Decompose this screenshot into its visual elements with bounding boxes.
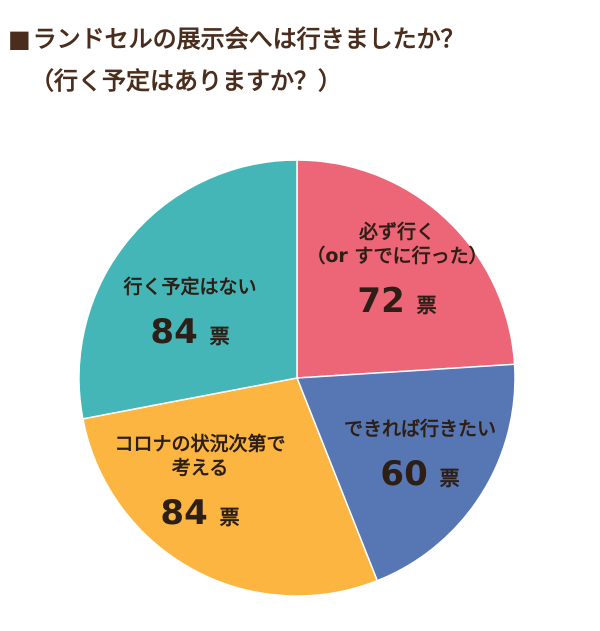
slice-value-0: 72 票 [357, 281, 436, 321]
title-marker: ■ [8, 25, 31, 53]
title-line-2: （行く予定はありますか？） [30, 67, 342, 95]
slice-label-2-line-1: 考える [172, 457, 228, 479]
pie-slices [78, 159, 516, 597]
slice-label-3-line-0: 行く予定はない [122, 275, 256, 298]
slice-label-0-line-0: 必ず行く [358, 220, 435, 243]
slice-value-3: 84 票 [150, 312, 229, 352]
title-line-1: ランドセルの展示会へは行きましたか？ [32, 25, 465, 53]
slice-value-1: 60 票 [380, 454, 459, 494]
pie-slice-1 [295, 363, 516, 582]
pie-slice-2 [81, 377, 379, 597]
pie-slice-0 [296, 159, 516, 379]
slice-label-0-line-1: （or すでに行った） [306, 244, 487, 267]
slice-label-2-line-0: コロナの状況次第で [114, 432, 285, 455]
slice-label-1-line-0: できれば行きたい [344, 417, 496, 440]
pie-slice-3 [78, 159, 298, 420]
chart-title: ■ランドセルの展示会へは行きましたか？ （行く予定はありますか？） [8, 18, 465, 102]
slice-value-2: 84 票 [160, 493, 239, 533]
